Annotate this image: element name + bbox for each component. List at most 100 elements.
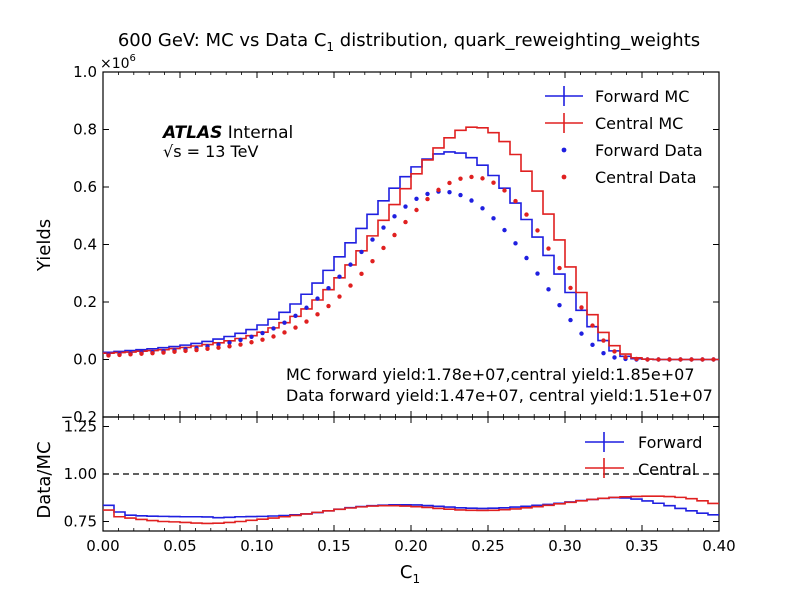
data-point-central-data — [480, 176, 485, 181]
series-line-central — [103, 495, 719, 525]
data-point-central-data — [502, 188, 507, 193]
data-point-central-data — [293, 325, 298, 330]
data-point-forward-data — [227, 340, 232, 345]
data-point-central-data — [590, 323, 595, 328]
data-point-forward-data — [348, 262, 353, 267]
data-point-central-data — [238, 342, 243, 347]
data-point-central-data — [678, 357, 683, 362]
data-point-forward-data — [502, 227, 507, 233]
data-point-forward-data — [238, 337, 243, 343]
data-point-central-data — [513, 198, 518, 204]
data-point-forward-data — [557, 302, 562, 308]
data-point-central-data — [150, 350, 155, 356]
data-point-forward-data — [359, 249, 364, 255]
x-tick-label: 0.15 — [317, 537, 350, 555]
data-point-central-data — [623, 355, 628, 360]
data-point-central-data — [491, 180, 496, 185]
data-point-central-data — [282, 330, 287, 335]
data-point-forward-data — [260, 330, 265, 336]
data-point-forward-data — [337, 274, 342, 279]
data-point-forward-data — [304, 305, 309, 310]
data-point-central-data — [381, 245, 386, 251]
data-point-central-data — [645, 357, 650, 362]
data-point-forward-data — [414, 196, 419, 201]
legend-label-central: Central — [638, 460, 696, 479]
data-point-central-data — [249, 340, 254, 345]
y-tick-label: 0.0 — [73, 351, 97, 369]
data-point-central-data — [370, 258, 375, 264]
data-point-central-data — [579, 305, 584, 310]
data-point-central-data — [128, 352, 133, 357]
series-line-central-mc — [103, 126, 719, 361]
main-series-layer — [103, 126, 719, 362]
y-tick-label: −0.2 — [61, 408, 97, 426]
data-point-central-data — [656, 357, 661, 362]
y-tick-label: 1.25 — [64, 418, 97, 436]
data-point-central-data — [183, 348, 188, 354]
data-point-central-data — [711, 357, 716, 362]
data-point-central-data — [172, 349, 177, 354]
data-point-central-data — [700, 357, 705, 362]
data-point-forward-data — [282, 320, 287, 325]
data-point-central-data — [447, 180, 452, 186]
data-point-central-data — [436, 187, 441, 193]
data-point-forward-data — [513, 241, 518, 246]
data-point-forward-data — [568, 317, 573, 323]
legend-label-central-mc: Central MC — [595, 114, 683, 133]
data-point-forward-data — [491, 216, 496, 221]
data-point-central-data — [194, 347, 199, 353]
series-line-forward — [103, 496, 719, 519]
main-axis-ticks: −0.2 0.0 0.2 0.4 0.6 0.8 1.0 — [61, 63, 720, 426]
data-point-central-data — [612, 349, 617, 354]
data-point-forward-data — [579, 331, 584, 336]
data-point-central-data — [414, 207, 419, 213]
y-scale-factor: ×106 — [100, 53, 136, 72]
data-point-central-data — [216, 345, 221, 350]
data-point-central-data — [337, 294, 342, 299]
data-point-central-data — [568, 285, 573, 291]
data-point-forward-data — [480, 206, 485, 211]
x-tick-label: 0.00 — [86, 537, 119, 555]
data-point-central-data — [348, 283, 353, 288]
data-point-forward-data — [293, 313, 298, 318]
data-point-forward-data — [546, 287, 551, 292]
ratio-axis-ticks: 0.00 0.05 0.10 0.15 0.20 0.25 0.30 0.35 0.40 0.75… — [64, 417, 736, 555]
x-tick-label: 0.25 — [471, 537, 504, 555]
legend-entry-forward-mc: Forward MC — [545, 86, 689, 106]
data-point-central-data — [227, 344, 232, 349]
data-point-forward-data — [249, 334, 254, 339]
data-point-forward-data — [370, 237, 375, 242]
ratio-series-layer — [103, 495, 719, 525]
data-point-central-data — [392, 232, 397, 238]
data-point-central-data — [667, 357, 672, 362]
data-point-forward-data — [381, 225, 386, 230]
y-tick-label: 0.6 — [73, 178, 97, 196]
data-point-central-data — [524, 212, 529, 217]
data-point-central-data — [205, 346, 210, 352]
data-point-central-data — [304, 319, 309, 324]
main-legend: Forward MC Central MC Forward Data Centr… — [545, 86, 703, 187]
data-point-central-data — [260, 337, 265, 342]
data-point-forward-data — [458, 192, 463, 198]
data-yield-annotation: Data forward yield:1.47e+07, central yie… — [286, 386, 713, 405]
data-point-central-data — [161, 350, 166, 355]
data-point-central-data — [535, 228, 540, 233]
data-point-central-data — [315, 312, 320, 317]
data-point-central-data — [634, 356, 639, 362]
legend-entry-forward: Forward — [585, 432, 702, 452]
data-point-central-data — [139, 351, 144, 356]
x-tick-label: 0.10 — [240, 537, 273, 555]
y-tick-label: 0.4 — [73, 236, 97, 254]
data-point-central-data — [601, 338, 606, 343]
data-point-central-data — [326, 303, 331, 309]
legend-label-forward: Forward — [638, 433, 702, 452]
data-point-forward-data — [315, 296, 320, 301]
y-tick-label: 1.00 — [64, 465, 97, 483]
data-point-forward-data — [535, 271, 540, 276]
data-point-central-data — [458, 176, 463, 181]
legend-label-forward-data: Forward Data — [595, 141, 703, 160]
data-point-central-data — [271, 334, 276, 339]
mc-yield-annotation: MC forward yield:1.78e+07,central yield:… — [286, 365, 695, 384]
data-point-forward-data — [392, 214, 397, 219]
data-point-central-data — [106, 353, 111, 358]
